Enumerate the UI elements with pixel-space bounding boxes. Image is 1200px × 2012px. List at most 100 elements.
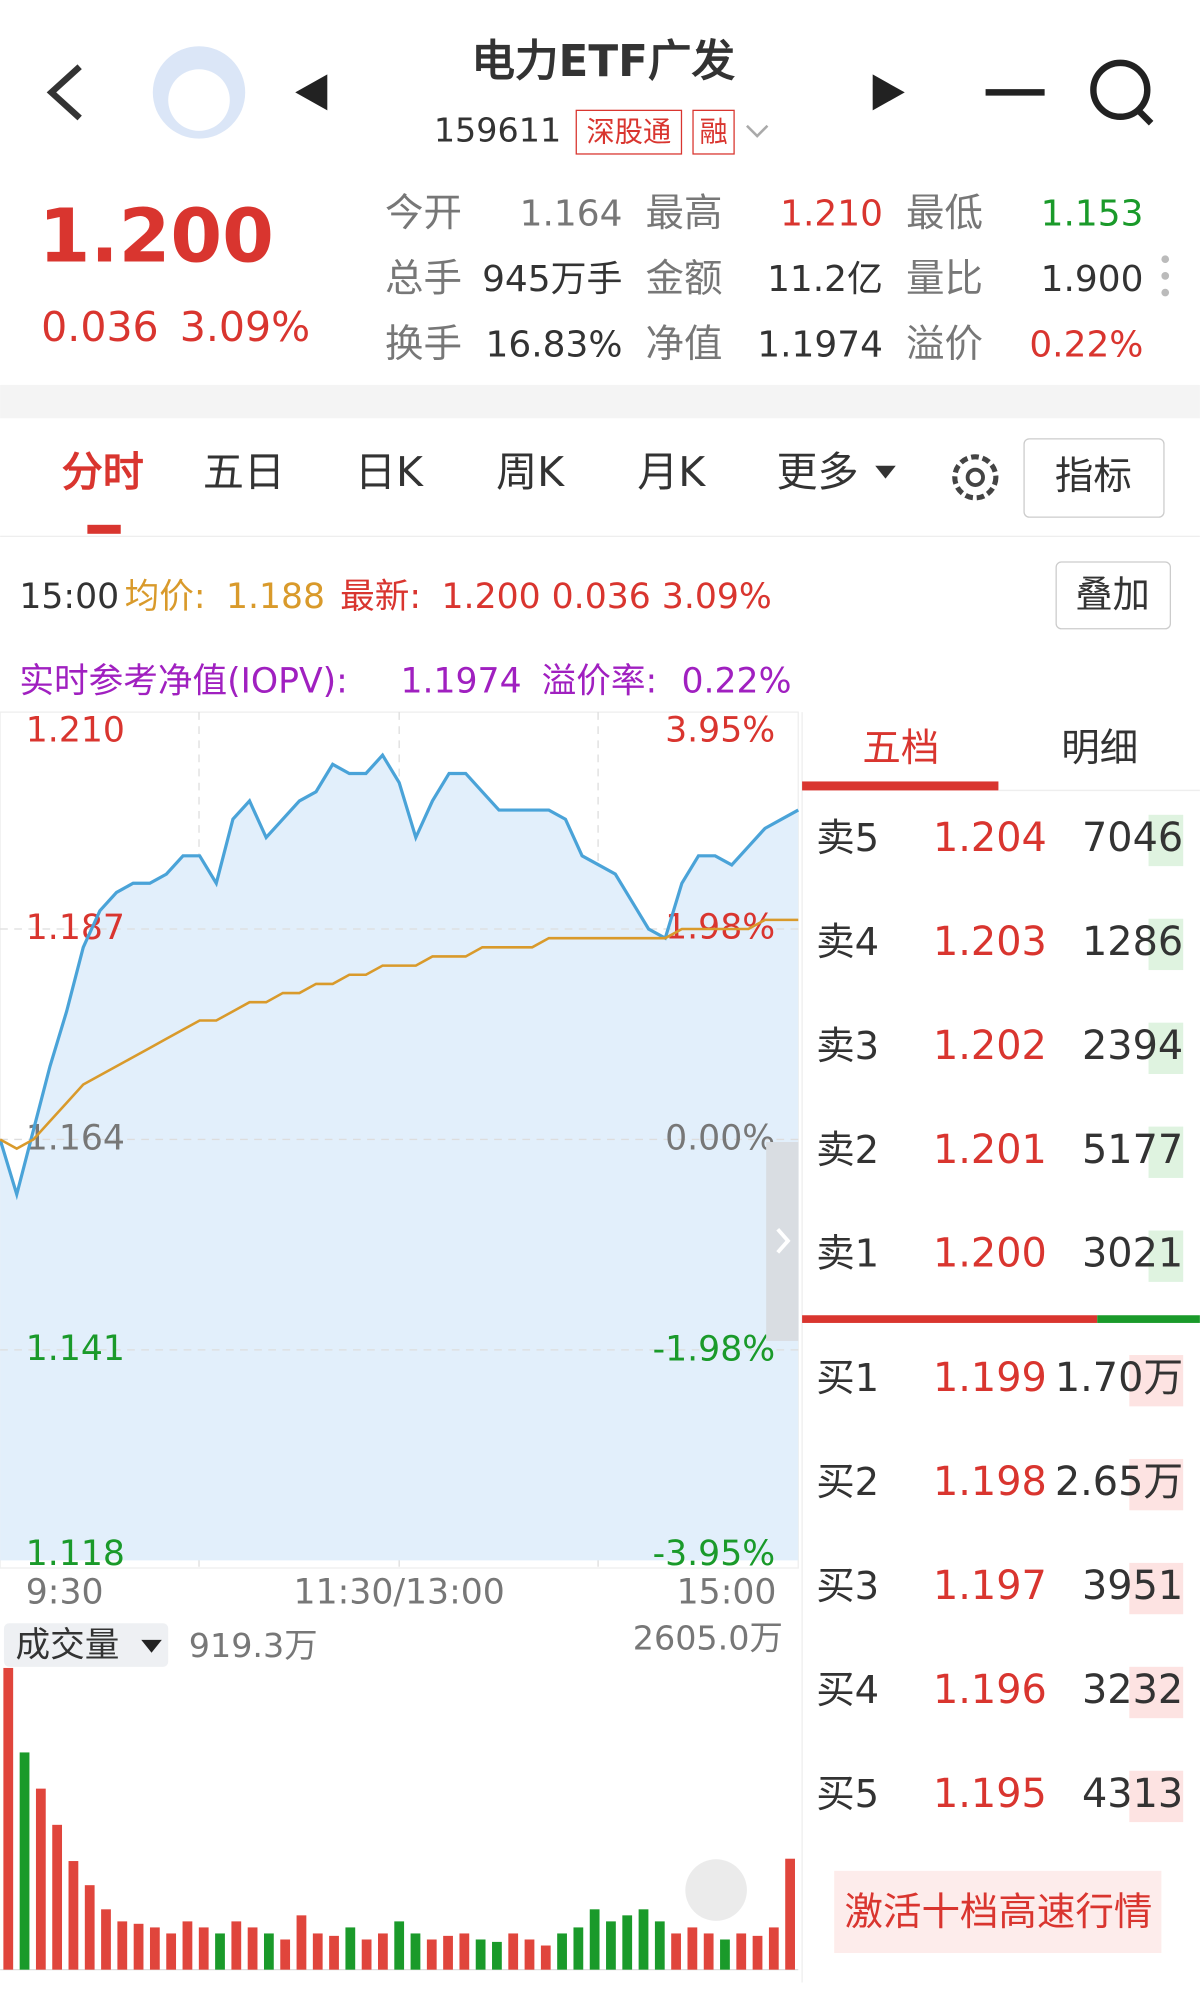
- volume-bar: [736, 1933, 747, 1970]
- book-tab[interactable]: 明细: [1061, 726, 1138, 771]
- tab[interactable]: 日K: [355, 448, 424, 496]
- book-level: 卖5: [816, 816, 879, 861]
- tab[interactable]: 分时: [62, 448, 144, 496]
- more-dot: [1161, 272, 1170, 280]
- overlay-button[interactable]: [1055, 561, 1172, 630]
- volume-bar: [508, 1933, 519, 1970]
- indicator-button[interactable]: [1023, 438, 1165, 518]
- y-tick-label: 1.187: [26, 908, 125, 948]
- stat-label: 量比: [906, 257, 983, 302]
- volume-bar: [215, 1933, 225, 1970]
- y-tick-label: 1.118: [26, 1534, 125, 1574]
- book-price: 1.199: [933, 1355, 1047, 1401]
- iopv-value: 1.1974: [400, 662, 521, 702]
- y2-tick-label: -1.98%: [653, 1329, 775, 1369]
- book-volume: 7046: [1082, 815, 1183, 861]
- book-volume-bg: [1148, 1022, 1184, 1075]
- premium-value: 0.22%: [681, 662, 791, 702]
- volume-bar: [768, 1927, 779, 1970]
- tab[interactable]: 月K: [637, 448, 706, 496]
- book-volume: 3951: [1082, 1563, 1183, 1609]
- volume-bar: [638, 1909, 649, 1970]
- stat-value: 0.22%: [1029, 324, 1143, 365]
- volume-bar: [101, 1909, 111, 1970]
- info-time: 15:00: [19, 577, 119, 617]
- book-volume: 1286: [1082, 919, 1183, 965]
- y-tick-label: 1.210: [26, 710, 125, 750]
- latest-label: 最新:: [340, 577, 421, 617]
- expand-button[interactable]: [685, 1859, 747, 1921]
- tab[interactable]: 五日: [203, 448, 285, 496]
- search-button[interactable]: [1090, 59, 1151, 120]
- prev-button[interactable]: [295, 74, 328, 111]
- side-handle[interactable]: [766, 1142, 799, 1341]
- tabs: 分时 五日 日K 周K 月K 更多: [62, 448, 896, 496]
- book-price: 1.201: [933, 1127, 1047, 1173]
- stat-value: 16.83%: [486, 324, 623, 365]
- overlay-label: 叠加: [1075, 572, 1149, 616]
- change-pct: 3.09%: [180, 303, 310, 351]
- tag: 深股通: [587, 115, 672, 148]
- stat-label: 净值: [646, 322, 723, 367]
- premium-label: 溢价率:: [542, 662, 658, 702]
- tab[interactable]: 更多: [776, 448, 858, 496]
- book-volume-bg: [1129, 1562, 1184, 1615]
- stat-label: 今开: [385, 191, 462, 236]
- volume-label: 成交量: [16, 1625, 120, 1665]
- y2-tick-label: 3.95%: [665, 710, 775, 750]
- book-price: 1.202: [933, 1023, 1047, 1069]
- dropdown[interactable]: [746, 124, 769, 138]
- book-volume-bg: [1148, 1230, 1184, 1282]
- book-price: 1.196: [933, 1667, 1047, 1713]
- book-tab[interactable]: 五档: [862, 726, 939, 771]
- volume-bar: [426, 1939, 437, 1970]
- book-level: 卖4: [816, 920, 879, 965]
- volume-bar: [149, 1927, 160, 1970]
- book-volume-bg: [1148, 814, 1184, 867]
- book-level: 卖2: [816, 1128, 879, 1173]
- volume-bar: [410, 1933, 421, 1970]
- volume-max: 2605.0万: [633, 1618, 783, 1657]
- tab[interactable]: 周K: [496, 448, 565, 496]
- book-level: 买5: [816, 1772, 879, 1817]
- upgrade-button[interactable]: [834, 1870, 1162, 1953]
- buy-ratio: [802, 1315, 1098, 1323]
- order-book: 卖5 1.204 7046 卖4 1.203 1286 卖3 1.202 2394 卖2 1.201…: [816, 814, 1184, 1823]
- stat-value: 11.2亿: [767, 259, 883, 300]
- title: 电力ETF广发: [471, 37, 735, 87]
- stat-label: 总手: [385, 257, 462, 302]
- more-dot[interactable]: [1161, 255, 1170, 264]
- book-volume: 2.65万: [1055, 1459, 1183, 1505]
- volume-bar: [117, 1921, 128, 1970]
- stat-value: 1.210: [780, 194, 883, 235]
- volume-bar: [687, 1927, 698, 1970]
- volume-bar: [540, 1945, 551, 1970]
- next-button[interactable]: [872, 74, 905, 111]
- volume-bar: [589, 1909, 600, 1970]
- settings-button[interactable]: [952, 454, 999, 501]
- book-volume-bg: [1148, 1126, 1184, 1178]
- stat-value: 1.900: [1041, 259, 1144, 300]
- code: 159611: [434, 111, 561, 150]
- volume-bar: [312, 1933, 323, 1970]
- y-tick-label: 1.164: [26, 1118, 125, 1158]
- volume-bar: [654, 1921, 665, 1970]
- avg-line: [0, 918, 799, 1151]
- sell-ratio: [1097, 1315, 1200, 1323]
- book-level: 卖3: [816, 1024, 879, 1069]
- back-button[interactable]: [46, 64, 82, 121]
- volume-bar: [720, 1939, 730, 1970]
- x-tick-label: 9:30: [26, 1573, 104, 1613]
- volume-bar: [166, 1933, 177, 1970]
- volume-bar: [361, 1939, 372, 1970]
- volume-bar: [394, 1921, 405, 1970]
- volume-bar: [198, 1927, 209, 1970]
- stat-label: 最低: [906, 191, 983, 236]
- y2-tick-label: 1.98%: [665, 907, 775, 947]
- volume-bar: [378, 1933, 388, 1970]
- stat-label: 最高: [646, 191, 723, 236]
- volume-selector[interactable]: [3, 1623, 169, 1667]
- volume-bar: [133, 1923, 144, 1970]
- book-volume-bg: [1148, 918, 1184, 971]
- volume-bar: [622, 1915, 633, 1970]
